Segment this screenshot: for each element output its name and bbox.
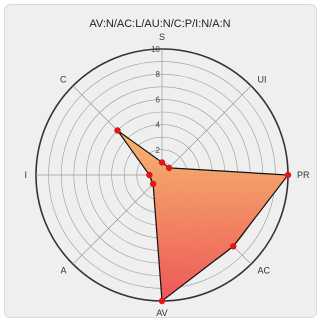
data-point-i [146, 171, 153, 179]
data-point-ac [230, 243, 237, 250]
axis-label-ui: UI [258, 75, 267, 85]
data-point-av [158, 297, 166, 305]
data-point-pr [284, 171, 292, 179]
tick-label: 4 [156, 121, 161, 130]
radial-ticks: 2 4 6 8 10 [151, 45, 160, 155]
axis-label-i: I [24, 170, 27, 180]
data-points [114, 127, 292, 305]
tick-label: 8 [156, 70, 161, 79]
data-point-s [158, 159, 166, 166]
spoke-ui [161, 85, 252, 176]
axis-label-pr: PR [297, 170, 310, 180]
chart-title: AV:N/AC:L/AU:N/C:P/I:N/A:N [89, 18, 230, 30]
tick-label: 10 [151, 45, 160, 54]
axis-label-av: AV [156, 308, 167, 317]
axis-label-ac: AC [258, 266, 271, 276]
spoke-a [72, 174, 163, 265]
chart-frame: AV:N/AC:L/AU:N/C:P/I:N/A:N 2 4 6 8 10 S UI PR A… [4, 4, 317, 318]
radar-chart: AV:N/AC:L/AU:N/C:P/I:N/A:N 2 4 6 8 10 S UI PR A… [24, 18, 310, 317]
axis-label-c: C [60, 75, 67, 85]
data-point-a [149, 180, 157, 188]
tick-label: 6 [156, 95, 161, 104]
data-point-ui [165, 164, 173, 172]
axis-label-a: A [60, 266, 66, 276]
axis-labels: S UI PR AC AV A I C [24, 32, 310, 317]
data-point-c [114, 127, 121, 134]
tick-label: 2 [156, 146, 161, 155]
axis-label-s: S [159, 32, 165, 42]
